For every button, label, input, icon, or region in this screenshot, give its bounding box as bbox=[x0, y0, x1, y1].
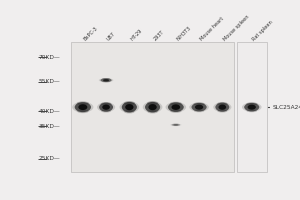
Ellipse shape bbox=[99, 103, 113, 112]
Text: BxPC-3: BxPC-3 bbox=[83, 26, 99, 42]
Ellipse shape bbox=[173, 124, 178, 126]
Text: 40KD—: 40KD— bbox=[39, 109, 60, 114]
Ellipse shape bbox=[145, 102, 160, 112]
Text: Rat spleen: Rat spleen bbox=[252, 19, 274, 42]
Ellipse shape bbox=[191, 103, 207, 111]
Ellipse shape bbox=[100, 78, 112, 82]
Ellipse shape bbox=[217, 102, 228, 105]
Ellipse shape bbox=[77, 101, 89, 105]
Ellipse shape bbox=[77, 110, 88, 113]
Text: HT-29: HT-29 bbox=[129, 28, 143, 42]
Ellipse shape bbox=[99, 78, 113, 82]
Ellipse shape bbox=[247, 109, 257, 112]
Ellipse shape bbox=[195, 105, 203, 110]
Ellipse shape bbox=[122, 102, 137, 112]
Ellipse shape bbox=[97, 102, 115, 112]
Ellipse shape bbox=[102, 81, 110, 82]
Text: 70KD—: 70KD— bbox=[39, 55, 60, 60]
Ellipse shape bbox=[75, 102, 91, 112]
Ellipse shape bbox=[147, 110, 158, 113]
Ellipse shape bbox=[125, 104, 134, 110]
Ellipse shape bbox=[215, 103, 229, 112]
Text: 55KD—: 55KD— bbox=[39, 79, 60, 84]
Ellipse shape bbox=[218, 110, 227, 113]
Ellipse shape bbox=[218, 105, 226, 110]
Text: U87: U87 bbox=[106, 31, 117, 42]
Text: Mouse heart: Mouse heart bbox=[199, 16, 225, 42]
Text: 25KD—: 25KD— bbox=[39, 156, 60, 161]
Text: 35KD—: 35KD— bbox=[39, 124, 60, 129]
Ellipse shape bbox=[103, 79, 109, 81]
Ellipse shape bbox=[101, 102, 111, 105]
Ellipse shape bbox=[166, 102, 186, 112]
Ellipse shape bbox=[78, 104, 87, 110]
Ellipse shape bbox=[194, 102, 205, 106]
Ellipse shape bbox=[213, 102, 231, 112]
Text: NIH3T3: NIH3T3 bbox=[176, 25, 192, 42]
Ellipse shape bbox=[119, 102, 139, 113]
Text: SLC25A24: SLC25A24 bbox=[273, 105, 300, 110]
Ellipse shape bbox=[124, 101, 135, 105]
Ellipse shape bbox=[102, 78, 110, 79]
Ellipse shape bbox=[102, 105, 110, 110]
Ellipse shape bbox=[242, 103, 262, 112]
Bar bbox=[71, 42, 234, 172]
Text: 293T: 293T bbox=[153, 29, 165, 42]
Ellipse shape bbox=[72, 102, 93, 113]
Ellipse shape bbox=[148, 104, 157, 110]
Ellipse shape bbox=[170, 110, 182, 113]
Ellipse shape bbox=[168, 102, 184, 112]
Ellipse shape bbox=[124, 110, 135, 113]
Ellipse shape bbox=[248, 105, 256, 110]
Ellipse shape bbox=[244, 103, 259, 111]
Ellipse shape bbox=[143, 102, 162, 113]
Ellipse shape bbox=[170, 102, 182, 105]
Bar bbox=[237, 42, 266, 172]
Ellipse shape bbox=[147, 101, 158, 105]
Ellipse shape bbox=[246, 102, 257, 106]
Ellipse shape bbox=[189, 103, 209, 112]
Ellipse shape bbox=[194, 109, 204, 112]
Ellipse shape bbox=[170, 124, 182, 126]
Text: Mouse spleen: Mouse spleen bbox=[222, 14, 250, 42]
Ellipse shape bbox=[173, 125, 179, 126]
Ellipse shape bbox=[172, 104, 180, 110]
Ellipse shape bbox=[171, 124, 180, 126]
Ellipse shape bbox=[101, 110, 111, 113]
